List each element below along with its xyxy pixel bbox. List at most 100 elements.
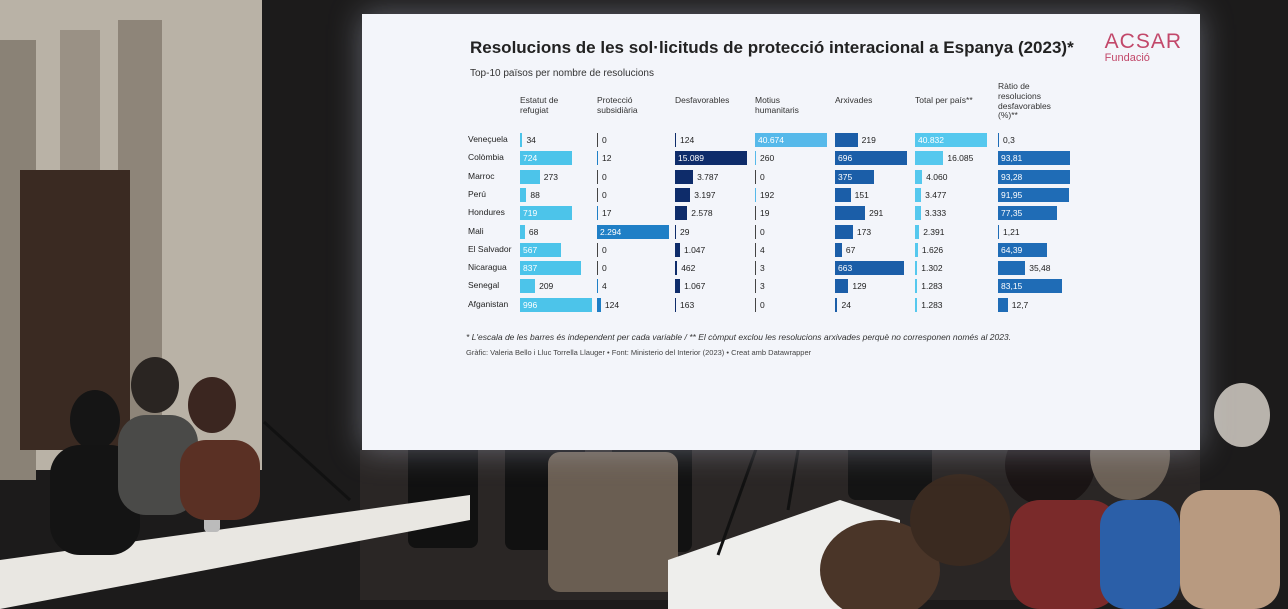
- cell-axis: [597, 170, 598, 184]
- value-label: 1.283: [921, 298, 942, 312]
- value-label: 567: [523, 243, 537, 257]
- country-label: El Salvador: [468, 244, 511, 254]
- value-bar: [998, 225, 999, 239]
- value-label: 15.089: [678, 151, 704, 165]
- country-label: Afganistan: [468, 299, 508, 309]
- table-cell: 93,28: [998, 170, 1076, 184]
- person-head: [1214, 383, 1270, 447]
- table-cell: 40.674: [755, 133, 833, 147]
- value-label: 2.578: [691, 206, 712, 220]
- cell-axis: [597, 243, 598, 257]
- table-cell: 3.787: [675, 170, 753, 184]
- value-label: 40.832: [918, 133, 944, 147]
- table-cell: 0: [597, 261, 675, 275]
- table-cell: 68: [520, 225, 598, 239]
- value-label: 837: [523, 261, 537, 275]
- country-label: Hondures: [468, 207, 505, 217]
- page: Resolucions {"slide": { "title": "Resolu…: [0, 0, 1288, 609]
- value-label: 88: [530, 188, 539, 202]
- table-cell: 1.047: [675, 243, 753, 257]
- table-cell: 0: [597, 243, 675, 257]
- table-cell: 2.294: [597, 225, 675, 239]
- value-bar: [520, 279, 535, 293]
- cell-axis: [755, 279, 756, 293]
- footnote: * L'escala de les barres és independent …: [466, 332, 1011, 342]
- person: [180, 440, 260, 520]
- value-label: 0: [602, 133, 607, 147]
- value-label: 3.477: [925, 188, 946, 202]
- country-label: Colòmbia: [468, 152, 504, 162]
- value-bar: [835, 206, 865, 220]
- table-cell: 273: [520, 170, 598, 184]
- column-header: Total per país**: [915, 96, 979, 106]
- value-label: 2.391: [923, 225, 944, 239]
- value-label: 0,3: [1003, 133, 1015, 147]
- value-bar: [675, 279, 680, 293]
- cell-axis: [755, 225, 756, 239]
- value-bar: [915, 188, 921, 202]
- value-label: 68: [529, 225, 538, 239]
- value-label: 1.626: [922, 243, 943, 257]
- value-bar: [675, 133, 676, 147]
- projected-slide: Resolucions de les sol·licituds de prote…: [362, 14, 1200, 450]
- value-bar: [915, 279, 917, 293]
- value-bar: [915, 151, 943, 165]
- value-bar: [835, 243, 842, 257]
- value-bar: [675, 170, 693, 184]
- value-bar: [835, 279, 848, 293]
- value-label: 209: [539, 279, 553, 293]
- cell-axis: [755, 243, 756, 257]
- value-label: 696: [838, 151, 852, 165]
- table-cell: 0,3: [998, 133, 1076, 147]
- cell-axis: [755, 206, 756, 220]
- table-cell: 2.391: [915, 225, 993, 239]
- value-label: 12,7: [1012, 298, 1029, 312]
- table-cell: 15.089: [675, 151, 753, 165]
- value-label: 173: [857, 225, 871, 239]
- table-cell: 12: [597, 151, 675, 165]
- value-label: 663: [838, 261, 852, 275]
- table-cell: 12,7: [998, 298, 1076, 312]
- credits: Gràfic: Valeria Bello i Lluc Torrella Ll…: [466, 348, 811, 357]
- value-bar: [915, 170, 922, 184]
- value-label: 64,39: [1001, 243, 1022, 257]
- value-label: 1.047: [684, 243, 705, 257]
- value-label: 1.302: [921, 261, 942, 275]
- table-cell: 24: [835, 298, 913, 312]
- table-cell: 129: [835, 279, 913, 293]
- value-label: 996: [523, 298, 537, 312]
- value-bar: [675, 261, 677, 275]
- table-cell: 219: [835, 133, 913, 147]
- value-label: 16.085: [947, 151, 973, 165]
- column-header: Desfavorables: [675, 96, 739, 106]
- value-label: 1.067: [684, 279, 705, 293]
- country-label: Marroc: [468, 171, 494, 181]
- value-label: 1.283: [921, 279, 942, 293]
- table-cell: 3.197: [675, 188, 753, 202]
- value-label: 35,48: [1029, 261, 1050, 275]
- table-cell: 567: [520, 243, 598, 257]
- value-label: 0: [602, 261, 607, 275]
- table-cell: 163: [675, 298, 753, 312]
- value-label: 4: [760, 243, 765, 257]
- value-bar: [675, 188, 690, 202]
- value-bar: [915, 206, 921, 220]
- value-label: 3.787: [697, 170, 718, 184]
- value-label: 0: [602, 188, 607, 202]
- value-label: 375: [838, 170, 852, 184]
- value-label: 0: [760, 225, 765, 239]
- table-cell: 724: [520, 151, 598, 165]
- table-cell: 192: [755, 188, 833, 202]
- table-cell: 91,95: [998, 188, 1076, 202]
- logo-name: ACSAR: [1105, 30, 1182, 54]
- column-header: Estatut de refugiat: [520, 96, 584, 116]
- value-bar: [520, 133, 522, 147]
- value-label: 0: [602, 243, 607, 257]
- value-bar: [835, 133, 858, 147]
- cell-axis: [597, 188, 598, 202]
- table-cell: 0: [597, 170, 675, 184]
- table-cell: 3.333: [915, 206, 993, 220]
- value-bar: [915, 261, 917, 275]
- person: [1100, 500, 1180, 609]
- table-cell: 0: [755, 170, 833, 184]
